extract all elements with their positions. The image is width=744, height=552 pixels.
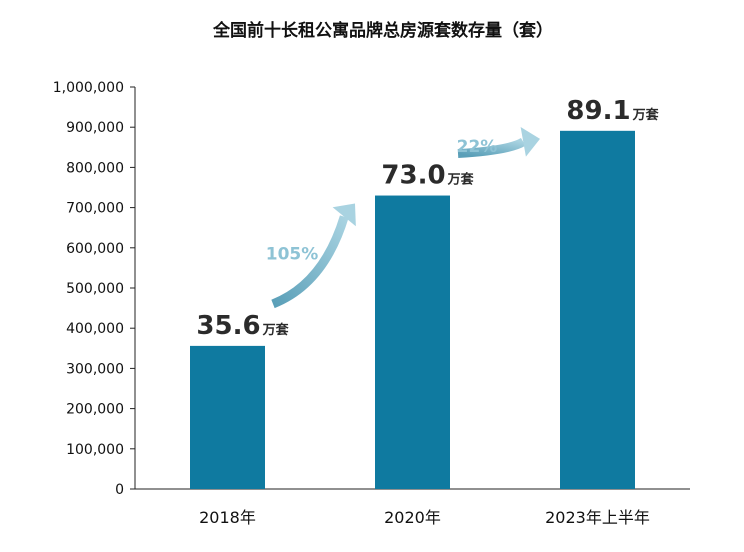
growth-arrow-shaft (271, 215, 349, 309)
x-tick-label: 2020年 (384, 508, 441, 527)
y-axis: 0 100,000 200,000 300,000 400,000 500,000 600,… (53, 80, 136, 498)
y-tick-label: 500,000 (66, 281, 124, 297)
y-tick-label: 800,000 (66, 160, 124, 176)
x-tick-label: 2018年 (199, 508, 256, 527)
data-label: 73.0 万套 (381, 161, 474, 191)
bars (190, 130, 635, 490)
y-tick-label: 100,000 (66, 442, 124, 458)
growth-arrows: 105% 22% (266, 127, 540, 309)
y-tick-label: 1,000,000 (53, 80, 124, 96)
y-tick-label: 200,000 (66, 402, 124, 418)
y-tick-label: 700,000 (66, 201, 124, 217)
y-tick-label: 300,000 (66, 361, 124, 377)
bar (190, 345, 265, 489)
bar (560, 130, 635, 489)
x-axis: 2018年 2020年 2023年上半年 (135, 488, 690, 527)
growth-arrow-shaft (457, 137, 526, 159)
growth-label: 22% (457, 137, 498, 157)
growth-arrow-head (520, 127, 540, 157)
y-tick-label: 900,000 (66, 120, 124, 136)
growth-arrow-head (332, 203, 356, 227)
y-tick-label: 400,000 (66, 321, 124, 337)
data-labels: 35.6 万套 73.0 万套 89.1 万套 (196, 96, 659, 341)
growth-label: 105% (266, 245, 319, 265)
data-label: 89.1 万套 (566, 96, 659, 126)
data-label: 35.6 万套 (196, 311, 289, 341)
chart-title: 全国前十长租公寓品牌总房源套数存量（套） (212, 20, 553, 41)
x-tick-label: 2023年上半年 (545, 508, 650, 527)
y-tick-label: 0 (115, 482, 124, 498)
y-tick-label: 600,000 (66, 241, 124, 257)
bar (375, 195, 450, 490)
